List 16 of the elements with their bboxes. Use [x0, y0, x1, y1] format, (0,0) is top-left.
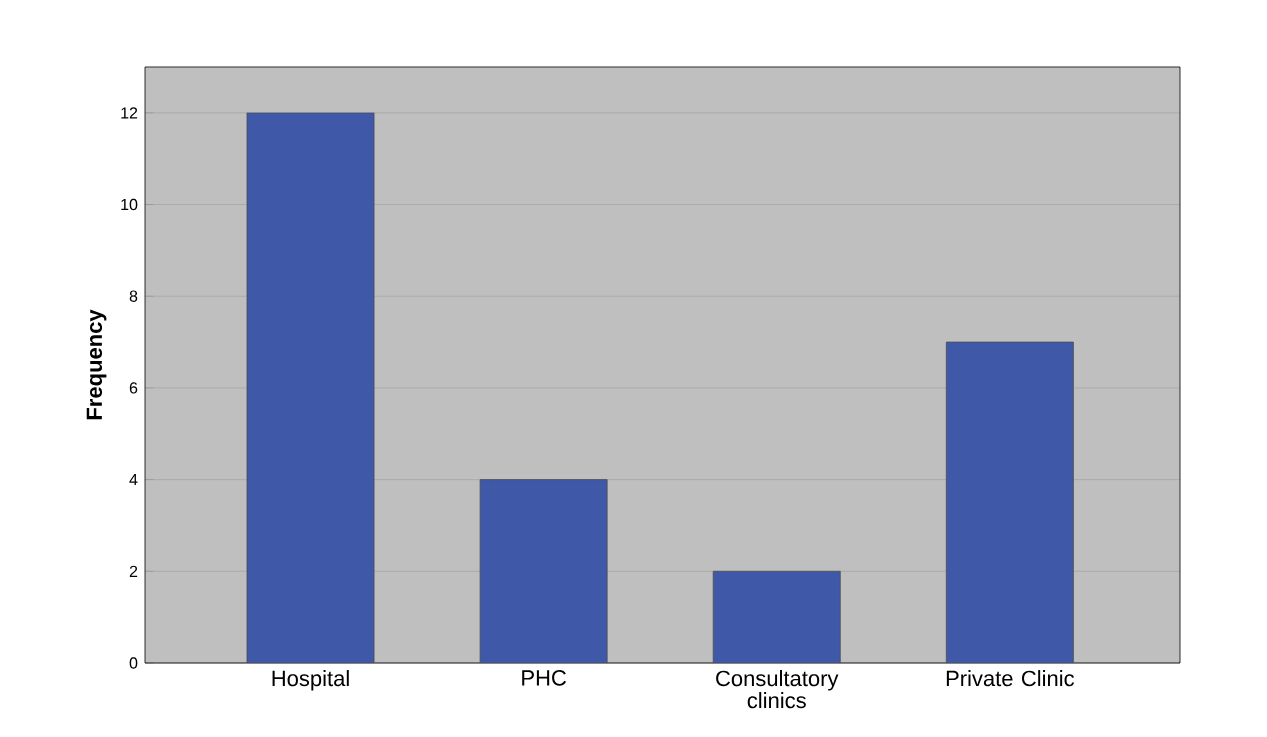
y-tick-label: 12 [121, 107, 138, 119]
bar [712, 570, 841, 663]
y-tick-label: 2 [129, 565, 138, 577]
x-tick-label: Private Clinic [946, 670, 1075, 687]
x-tick-label: PHC [522, 670, 567, 686]
y-tick-label: 0 [129, 657, 138, 669]
y-tick-label: 4 [129, 474, 138, 486]
x-tick-label: Hospital [272, 670, 349, 691]
y-tick-label: 10 [121, 198, 138, 211]
y-tick-label: 6 [129, 382, 138, 394]
bar [945, 341, 1074, 663]
bar [246, 112, 375, 663]
y-tick-label: 8 [129, 290, 138, 302]
y-axis-title: Frequency [86, 309, 107, 420]
x-tick-label: Consultatory clinics [716, 670, 839, 709]
bar [479, 479, 608, 663]
